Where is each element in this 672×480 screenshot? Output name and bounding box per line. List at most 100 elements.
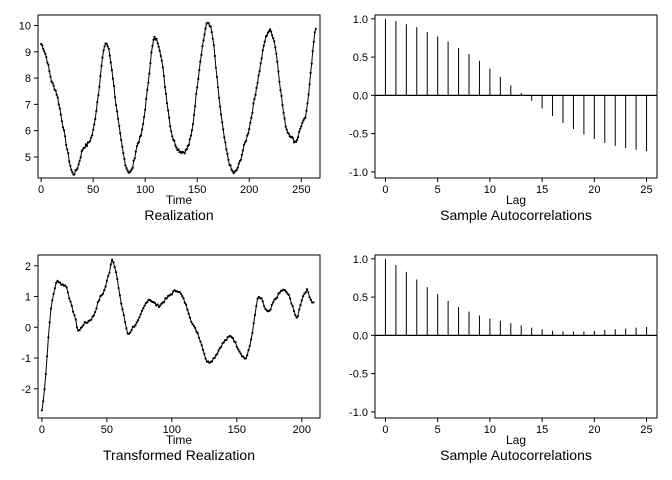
data-point (179, 292, 182, 295)
data-point (62, 129, 66, 132)
data-point (170, 130, 173, 133)
data-point (72, 310, 75, 313)
data-point (281, 104, 284, 107)
data-point (45, 55, 48, 59)
data-point (182, 297, 185, 300)
data-point (308, 83, 311, 86)
data-point (256, 297, 259, 300)
data-point (212, 44, 215, 47)
x-tick-label: 0 (39, 424, 45, 436)
data-point (230, 168, 233, 171)
y-tick-label: 0.0 (353, 330, 368, 342)
data-point (300, 125, 303, 128)
data-point (198, 69, 201, 72)
data-point (270, 303, 273, 306)
data-point (195, 92, 198, 95)
data-point (96, 101, 99, 104)
x-axis-label: Lag (506, 193, 526, 207)
data-point (304, 116, 307, 119)
y-tick-label: -1.0 (349, 167, 368, 179)
data-point (276, 60, 279, 63)
x-axis-label: Time (166, 433, 193, 447)
data-point (295, 316, 298, 319)
data-point (256, 81, 259, 84)
data-point (242, 143, 246, 146)
data-point (129, 169, 132, 173)
data-point (244, 141, 247, 144)
y-tick-label: 6 (25, 126, 31, 138)
data-point (137, 141, 140, 144)
data-point (289, 297, 292, 300)
x-tick-label: 50 (101, 424, 113, 436)
x-tick-label: 10 (484, 184, 496, 196)
data-point (278, 291, 281, 294)
panel-title: Sample Autocorrelations (440, 447, 592, 463)
data-point (68, 297, 71, 300)
data-point (147, 81, 150, 84)
data-point (218, 96, 221, 100)
data-point (261, 49, 264, 52)
data-point (100, 64, 103, 67)
x-axis-label: Lag (506, 433, 526, 447)
data-point (120, 302, 123, 305)
data-point (253, 313, 257, 316)
x-tick-label: 15 (536, 424, 548, 436)
data-point (248, 344, 251, 347)
data-point (156, 303, 159, 306)
data-point (134, 324, 137, 327)
data-point (276, 296, 279, 299)
data-point (40, 409, 44, 412)
data-point (220, 113, 223, 116)
x-tick-label: 5 (435, 184, 441, 196)
data-point (222, 128, 225, 131)
data-point (57, 103, 60, 106)
data-point (196, 332, 199, 335)
data-point (250, 116, 253, 119)
data-point (47, 63, 50, 67)
data-point (164, 92, 168, 95)
data-point (173, 139, 176, 142)
data-point (55, 93, 58, 96)
x-tick-label: 250 (292, 184, 310, 196)
data-point (105, 42, 108, 46)
data-point (140, 309, 144, 312)
data-point (269, 308, 272, 311)
y-tick-label: -1.0 (349, 407, 368, 419)
data-point (211, 360, 214, 363)
data-point (304, 291, 307, 294)
data-point (61, 126, 65, 129)
data-point (246, 134, 249, 137)
data-point (311, 50, 314, 53)
data-point (106, 45, 109, 48)
data-point (262, 44, 265, 47)
data-point (101, 56, 104, 59)
x-tick-label: 0 (382, 184, 388, 196)
x-tick-label: 20 (588, 184, 600, 196)
data-point (111, 258, 114, 261)
data-point (200, 344, 203, 347)
data-point (214, 66, 217, 69)
data-point (178, 290, 181, 294)
y-tick-label: 1 (25, 292, 31, 304)
data-point (52, 292, 55, 295)
data-point (119, 132, 122, 135)
data-point (69, 164, 72, 167)
data-point (113, 266, 116, 269)
data-point (103, 289, 106, 292)
data-point (120, 138, 123, 142)
y-tick-label: 10 (19, 21, 31, 33)
y-tick-label: 0.5 (353, 292, 368, 304)
data-point (188, 138, 191, 141)
data-point (153, 35, 156, 39)
data-point (47, 336, 50, 339)
data-point (312, 301, 315, 304)
data-point (98, 299, 101, 302)
data-point (296, 138, 299, 141)
data-point (217, 349, 220, 352)
data-point (130, 328, 133, 332)
data-point (165, 102, 169, 105)
data-point (163, 300, 166, 304)
data-point (144, 108, 147, 111)
data-point (60, 120, 64, 123)
